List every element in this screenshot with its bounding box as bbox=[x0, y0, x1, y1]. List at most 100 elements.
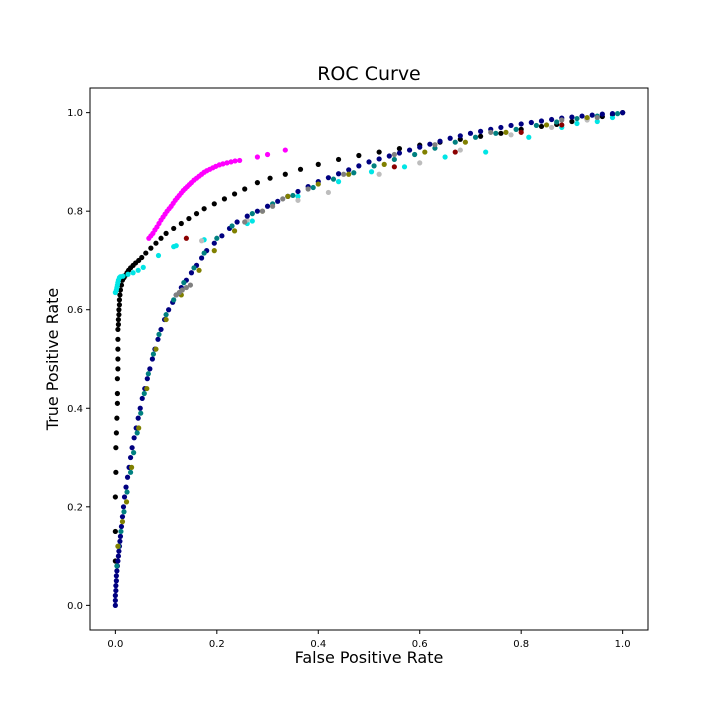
data-point bbox=[609, 114, 616, 121]
data-point bbox=[114, 390, 120, 397]
data-point bbox=[115, 316, 122, 323]
plot-frame bbox=[89, 87, 649, 631]
data-point bbox=[116, 297, 123, 303]
data-point bbox=[295, 188, 301, 195]
data-point bbox=[112, 602, 118, 608]
data-point bbox=[115, 321, 122, 328]
data-point bbox=[417, 160, 423, 166]
data-point bbox=[498, 130, 504, 136]
data-point bbox=[513, 126, 519, 132]
data-point bbox=[267, 175, 273, 181]
data-point bbox=[140, 264, 146, 270]
data-point bbox=[406, 147, 413, 153]
data-point bbox=[211, 240, 217, 246]
data-point bbox=[114, 563, 120, 569]
data-point bbox=[270, 203, 276, 209]
data-point bbox=[315, 161, 321, 167]
data-point bbox=[483, 149, 489, 155]
series-2 bbox=[112, 114, 616, 296]
data-point bbox=[183, 284, 189, 291]
data-point bbox=[457, 133, 463, 139]
data-point bbox=[158, 326, 164, 333]
data-point bbox=[150, 351, 157, 357]
x-axis-ticks: 0.0 0.2 0.4 0.6 0.8 1.0 bbox=[107, 630, 631, 650]
data-point bbox=[118, 523, 125, 530]
data-point bbox=[599, 111, 605, 117]
data-point bbox=[574, 115, 580, 122]
data-point bbox=[391, 164, 397, 170]
data-point bbox=[554, 119, 560, 125]
data-point bbox=[188, 270, 195, 276]
data-point bbox=[368, 169, 375, 175]
data-point bbox=[569, 114, 575, 120]
data-point bbox=[153, 240, 159, 246]
data-point bbox=[113, 587, 119, 594]
data-point bbox=[275, 198, 281, 204]
data-point bbox=[341, 171, 347, 177]
data-point bbox=[356, 152, 362, 159]
data-point bbox=[139, 395, 145, 402]
data-point bbox=[386, 153, 392, 159]
data-point bbox=[472, 134, 479, 140]
data-point bbox=[123, 484, 129, 490]
data-point bbox=[280, 196, 286, 202]
data-point bbox=[220, 161, 226, 167]
data-point bbox=[113, 445, 119, 451]
data-point bbox=[201, 250, 207, 256]
data-point bbox=[467, 130, 474, 136]
data-point bbox=[158, 235, 164, 241]
data-point bbox=[549, 116, 555, 123]
data-point bbox=[442, 154, 448, 160]
data-point bbox=[295, 193, 301, 199]
data-point bbox=[315, 181, 321, 187]
data-point bbox=[181, 280, 187, 286]
data-point bbox=[144, 385, 150, 392]
data-point bbox=[346, 167, 352, 173]
data-point bbox=[163, 312, 169, 318]
data-point bbox=[211, 201, 217, 207]
data-point bbox=[452, 139, 458, 145]
data-point bbox=[221, 196, 228, 202]
data-point bbox=[614, 111, 621, 117]
data-point bbox=[116, 312, 122, 318]
data-point bbox=[290, 192, 296, 199]
data-point bbox=[115, 326, 121, 333]
data-point bbox=[254, 180, 260, 186]
data-point bbox=[422, 149, 428, 155]
data-point bbox=[124, 489, 130, 495]
data-point bbox=[115, 558, 121, 564]
data-point bbox=[620, 110, 626, 116]
data-point bbox=[117, 533, 124, 539]
data-point bbox=[231, 191, 238, 197]
data-point bbox=[153, 346, 159, 352]
data-point bbox=[234, 219, 240, 225]
data-point bbox=[187, 282, 194, 288]
data-point bbox=[119, 514, 126, 520]
data-point bbox=[609, 111, 616, 117]
data-point bbox=[163, 230, 169, 236]
data-point bbox=[166, 307, 172, 313]
data-point bbox=[139, 254, 145, 261]
data-point bbox=[335, 171, 342, 177]
data-point bbox=[116, 302, 123, 308]
x-axis-label: False Positive Rate bbox=[295, 648, 444, 667]
data-point bbox=[116, 307, 122, 313]
data-point bbox=[242, 219, 248, 225]
data-point bbox=[282, 171, 288, 177]
data-point bbox=[128, 464, 135, 470]
data-point bbox=[533, 122, 540, 129]
data-point bbox=[371, 163, 377, 169]
data-point bbox=[114, 415, 120, 421]
data-point bbox=[219, 233, 225, 239]
data-point bbox=[325, 189, 332, 196]
data-point bbox=[113, 573, 119, 579]
data-point bbox=[254, 208, 260, 214]
data-point bbox=[559, 122, 565, 128]
data-point bbox=[432, 142, 438, 148]
series-3 bbox=[199, 117, 590, 244]
data-point bbox=[224, 160, 230, 166]
data-point bbox=[452, 149, 458, 155]
x-tick-label: 0.6 bbox=[412, 639, 428, 650]
data-point bbox=[149, 356, 155, 362]
